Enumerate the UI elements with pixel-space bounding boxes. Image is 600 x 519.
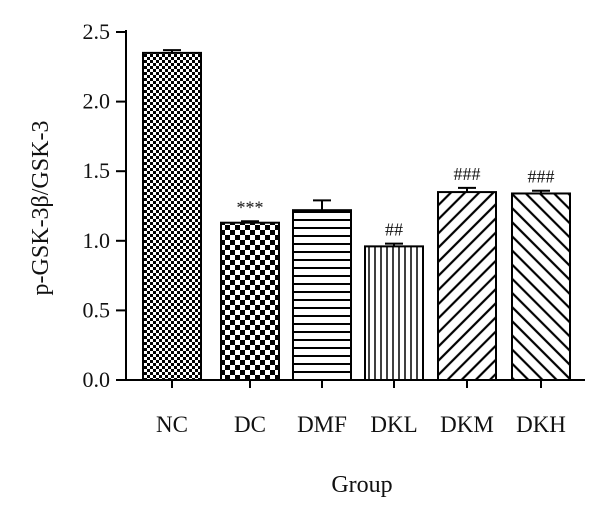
x-tick-label: DC [234, 412, 266, 437]
y-axis-title: p-GSK-3β/GSK-3 [28, 121, 54, 296]
x-tick-label: NC [156, 412, 188, 437]
plot-area: 0.0 0.5 1.0 1.5 2.0 2.5 NC DC *** DMF DKL ## DKM ### D… [83, 19, 585, 437]
bar-nc [142, 51, 202, 381]
bar-dc [220, 221, 280, 381]
y-tick-label: 0.0 [83, 367, 111, 392]
y-tick-label: 0.5 [83, 297, 111, 322]
bar-dkl [364, 245, 424, 381]
bar-dmf [292, 209, 352, 381]
x-tick-label: DKH [516, 412, 566, 437]
bar-dkh [511, 192, 571, 381]
significance-label: *** [237, 197, 264, 217]
y-tick-label: 1.5 [83, 158, 111, 183]
x-tick-label: DMF [297, 412, 347, 437]
x-tick-label: DKL [370, 412, 417, 437]
x-axis-title: Group [331, 472, 392, 498]
y-tick-label: 2.0 [83, 89, 111, 114]
x-tick-label: DKM [440, 412, 494, 437]
bar-dkm [437, 191, 497, 381]
y-tick-label: 1.0 [83, 228, 111, 253]
significance-label: ## [385, 220, 403, 240]
significance-label: ### [454, 164, 481, 184]
y-tick-label: 2.5 [83, 19, 111, 44]
significance-label: ### [528, 167, 555, 187]
